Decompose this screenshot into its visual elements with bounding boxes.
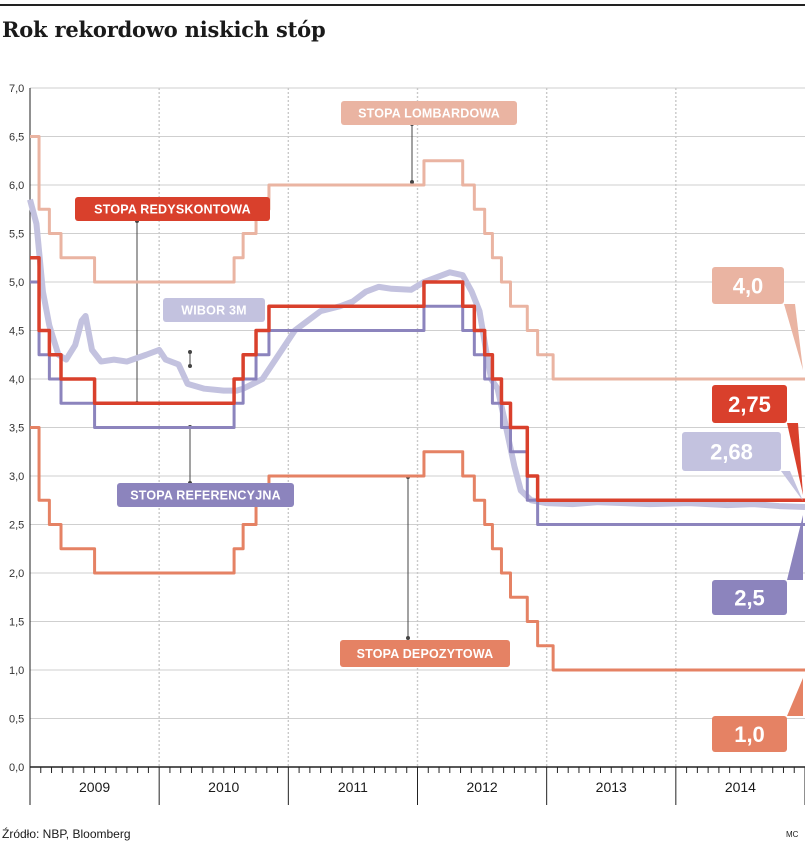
year-label: 2012 [467,779,498,795]
end-value-referencyjna-box [712,580,787,615]
year-label: 2014 [725,779,756,795]
y-tick-label: 6,0 [9,180,24,192]
y-tick-label: 3,0 [9,471,24,483]
leader-dot [406,636,410,640]
end-value-depozytowa: 1,0 [734,722,765,747]
y-axis: 0,0 0,5 1,0 1,5 2,0 2,5 3,0 3,5 4,0 4,5 5,0 5,5 6,0 6… [9,83,31,774]
label-stopa-referencyjna: STOPA REFERENCYJNA [130,489,281,503]
label-stopa-lombardowa-box [341,101,517,125]
series-labels: STOPA LOMBARDOWA STOPA REDYSKONTOWA WIBOR … [75,101,517,667]
label-stopa-referencyjna-box [117,483,294,507]
y-tick-label: 0,0 [9,762,24,774]
y-tick-label: 1,0 [9,665,24,677]
label-wibor-3m: WIBOR 3M [181,304,247,318]
end-value-badges: 4,0 2,75 2,68 2,5 1,0 [682,267,803,752]
leader-dot [410,180,414,184]
y-tick-label: 1,5 [9,617,24,629]
leader-dot [188,364,192,368]
stopa-lombardowa-line [30,135,805,381]
series-group [27,135,805,672]
page-title: Rok rekordowo niskich stóp [2,17,326,42]
label-stopa-redyskontowa-box [75,197,270,221]
end-value-redyskontowa-box [712,385,787,423]
end-value-referencyjna: 2,5 [734,586,765,611]
end-value-wibor-pointer [781,471,803,501]
year-label: 2011 [338,779,368,795]
end-value-depozytowa-pointer [787,678,803,716]
label-stopa-redyskontowa: STOPA REDYSKONTOWA [94,203,251,217]
year-label: 2010 [208,779,239,795]
y-tick-label: 4,5 [9,326,24,338]
x-axis: 2009 2010 2011 2012 2013 2014 [29,766,805,805]
label-stopa-depozytowa-box [340,640,510,667]
label-stopa-depozytowa: STOPA DEPOZYTOWA [357,647,494,661]
stopa-depozytowa-line [30,426,805,672]
stopa-redyskontowa-line [30,256,805,502]
y-tick-label: 0,5 [9,714,24,726]
wibor-3m-line [27,198,805,511]
end-value-redyskontowa-pointer [787,423,803,495]
end-value-depozytowa-box [712,716,787,752]
y-tick-label: 4,0 [9,374,24,386]
source-note: Źródło: NBP, Bloomberg [2,827,131,841]
end-value-wibor-box [682,432,781,471]
end-value-lombardowa-pointer [784,304,803,370]
y-tick-label: 5,0 [9,277,24,289]
end-value-lombardowa: 4,0 [733,274,764,299]
author-credit: MC [786,830,799,839]
label-stopa-lombardowa: STOPA LOMBARDOWA [358,107,500,121]
top-rule [0,4,805,6]
y-tick-label: 6,5 [9,132,24,144]
end-value-lombardowa-box [712,267,784,304]
label-wibor-3m-box [163,298,265,322]
y-tick-label: 7,0 [9,83,24,95]
y-tick-label: 2,0 [9,568,24,580]
end-value-redyskontowa: 2,75 [728,392,771,417]
end-value-referencyjna-pointer [787,515,803,580]
y-tick-label: 2,5 [9,520,24,532]
y-tick-label: 3,5 [9,423,24,435]
year-label: 2009 [79,779,110,795]
end-value-wibor: 2,68 [710,440,753,465]
year-label: 2013 [596,779,627,795]
leader-dot [188,350,192,354]
y-tick-label: 5,5 [9,229,24,241]
